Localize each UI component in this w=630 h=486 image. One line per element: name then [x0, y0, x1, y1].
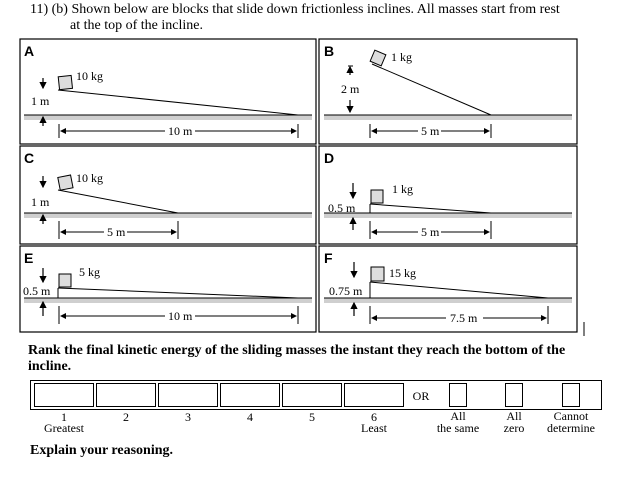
rank-number-4: 4 [247, 410, 253, 424]
panel-c-length: 5 m [107, 225, 126, 239]
panel-d-ground [324, 213, 572, 218]
panel-b-ground [324, 115, 572, 120]
panel-b-mass: 1 kg [391, 50, 412, 64]
panel-d-letter: D [324, 150, 334, 166]
panel-f-mass: 15 kg [389, 266, 416, 280]
or-label: OR [412, 389, 430, 403]
panel-e-incline [57, 287, 299, 299]
panel-e-length: 10 m [168, 309, 193, 323]
panel-f-length: 7.5 m [450, 311, 478, 325]
panel-a-block [57, 74, 74, 91]
panel-e-letter: E [24, 250, 33, 266]
rank-number-5: 5 [309, 410, 315, 424]
panel-f: F 15 kg 0.75 m 7.5 m [318, 245, 578, 333]
panel-e-frame [19, 245, 317, 333]
all-zero-label-line1: All [506, 409, 522, 423]
rank-number-2: 2 [123, 410, 129, 424]
rank-slot-1[interactable] [34, 383, 94, 407]
panel-c: C 10 kg 1 m 5 m [19, 145, 317, 245]
question-title-line2: at the top of the incline. [70, 18, 203, 33]
all-same-label-line1: All [450, 409, 466, 423]
rank-number-3: 3 [185, 410, 191, 424]
panel-b-frame [318, 38, 578, 145]
ranking-frame [30, 380, 602, 410]
panel-a-frame [19, 38, 317, 145]
panel-d-incline [369, 203, 492, 214]
panel-f-block [370, 266, 385, 282]
all-same-checkbox[interactable] [449, 383, 467, 407]
panel-a-incline [57, 89, 299, 116]
panel-e-block [58, 273, 72, 288]
rank-number-1: 1 [61, 410, 67, 424]
question-title-line1: 11) (b) Shown below are blocks that slid… [30, 2, 560, 17]
panel-d: D 1 kg 0.5 m 5 m [318, 145, 578, 245]
panel-f-frame [318, 245, 578, 333]
panel-b-block [369, 49, 387, 67]
panel-f-letter: F [324, 250, 333, 266]
panel-c-ground [24, 213, 312, 218]
panel-e-height: 0.5 m [23, 284, 51, 298]
panel-d-mass: 1 kg [392, 182, 413, 196]
all-same-label-line2: the same [436, 421, 480, 435]
panel-d-length: 5 m [421, 225, 440, 239]
all-zero-checkbox[interactable] [505, 383, 523, 407]
panel-e-ground [24, 298, 312, 303]
panel-a-length: 10 m [168, 124, 193, 138]
panel-b-incline [371, 63, 492, 116]
explain-prompt: Explain your reasoning. [30, 443, 174, 458]
panel-d-height: 0.5 m [328, 201, 356, 215]
rank-slot-2[interactable] [96, 383, 156, 407]
panel-c-mass: 10 kg [76, 171, 103, 185]
cannot-determine-label-line2: determine [547, 421, 595, 435]
panel-b-length: 5 m [421, 124, 440, 138]
panel-b-height: 2 m [341, 82, 360, 96]
panel-a-letter: A [24, 43, 34, 59]
panel-d-frame [318, 145, 578, 245]
panel-c-letter: C [24, 150, 34, 166]
panel-f-ground [324, 298, 572, 303]
panel-a-height: 1 m [31, 94, 50, 108]
all-zero-label-line2: zero [503, 421, 525, 435]
panel-f-height: 0.75 m [329, 284, 363, 298]
rank-slot-5[interactable] [282, 383, 342, 407]
rank-slot-4[interactable] [220, 383, 280, 407]
panel-a-ground [24, 115, 312, 120]
panel-d-block [370, 189, 384, 204]
panel-b: B 1 kg 2 m 5 m [318, 38, 578, 145]
rank-least-label: Least [361, 421, 387, 435]
panel-e-mass: 5 kg [79, 265, 100, 279]
panel-f-incline [369, 281, 549, 299]
panel-c-height: 1 m [31, 195, 50, 209]
panel-c-incline [57, 189, 179, 214]
panel-c-block [57, 174, 74, 191]
cannot-determine-checkbox[interactable] [562, 383, 580, 407]
rank-number-6: 6 [371, 410, 377, 424]
rank-slot-6[interactable] [344, 383, 404, 407]
incline-figures: A 10 kg 1 m 10 m B 1 kg 2 m 5 m C [19, 38, 585, 336]
ranking-prompt: Rank the final kinetic energy of the sli… [28, 343, 566, 374]
panel-a: A 10 kg 1 m 10 m [19, 38, 317, 145]
panel-a-mass: 10 kg [76, 69, 103, 83]
cannot-determine-label-line1: Cannot [553, 409, 589, 423]
rank-greatest-label: Greatest [44, 421, 84, 435]
panel-c-frame [19, 145, 317, 245]
panel-e: E 5 kg 0.5 m 10 m [19, 245, 317, 333]
rank-slot-3[interactable] [158, 383, 218, 407]
panel-b-letter: B [324, 43, 334, 59]
